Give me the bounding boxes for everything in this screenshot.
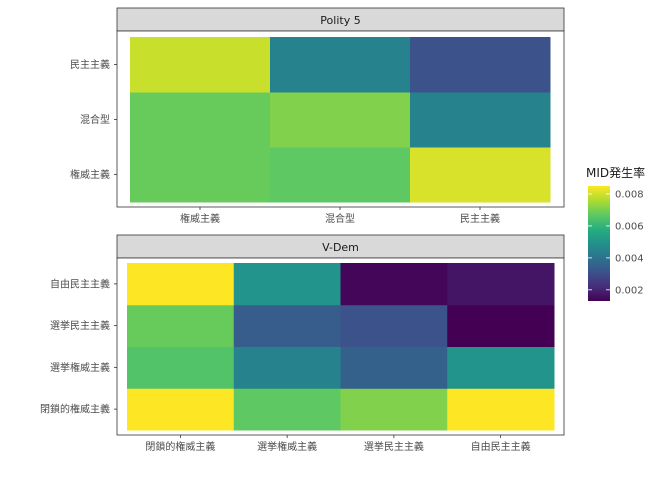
legend-tick-label: 0.006 [615,221,644,232]
cells-polity5 [130,37,551,203]
legend-tick-label: 0.008 [615,189,644,200]
y-tick-label: 自由民主主義 [50,277,110,290]
heatmap-cell [340,263,448,306]
heatmap-cell [233,346,341,389]
x-tick-label: 選挙民主主義 [364,440,424,453]
heatmap-cell [233,263,341,306]
heatmap-cell [410,92,551,148]
y-tick-label: 閉鎖的権威主義 [40,403,110,416]
legend-title: MID発生率 [586,165,645,180]
panel-vdem: V-Dem 閉鎖的権威主義 選挙権威主義 選挙民主主義 自由民主主義 閉鎖的権威主義選… [40,234,565,453]
heatmap-cell [447,346,555,389]
y-tick-label: 民主主義 [70,58,110,71]
x-tick-label: 選挙権威主義 [257,440,317,453]
legend-ticks: 0.002 0.004 0.006 0.008 [588,189,644,296]
heatmap-cell [340,304,448,347]
x-tick-label: 権威主義 [180,212,220,225]
heatmap-cell [233,388,341,431]
x-axis-polity5: 権威主義 混合型 民主主義 [180,207,500,225]
x-tick-label: 自由民主主義 [471,440,531,453]
heatmap-cell [130,147,271,203]
heatmap-cell [340,388,448,431]
strip-title-vdem: V-Dem [322,241,359,254]
x-axis-vdem: 閉鎖的権威主義 選挙権威主義 選挙民主主義 自由民主主義 [145,435,531,453]
heatmap-cell [130,92,271,148]
heatmap-cell [130,37,271,93]
heatmap-cell [127,263,235,306]
heatmap-cell [127,346,235,389]
heatmap-cell [270,92,411,148]
y-axis-polity5: 権威主義 混合型 民主主義 [70,58,117,181]
legend-colorbar [588,186,610,301]
x-tick-label: 民主主義 [460,212,500,225]
heatmap-cell [233,304,341,347]
legend: MID発生率 0.002 0.004 0.006 0.008 [586,165,645,301]
y-tick-label: 選挙民主主義 [50,319,110,332]
heatmap-cell [410,37,551,93]
heatmap-cell [447,304,555,347]
x-tick-label: 混合型 [325,212,355,225]
y-tick-label: 選挙権威主義 [50,361,110,374]
cells-vdem [127,263,555,431]
y-tick-label: 混合型 [80,113,110,126]
heatmap-cell [270,37,411,93]
legend-tick-label: 0.004 [615,253,644,264]
heatmap-cell [410,147,551,203]
strip-title-polity5: Polity 5 [320,14,360,27]
heatmap-cell [447,388,555,431]
heatmap-cell [340,346,448,389]
heatmap-cell [127,304,235,347]
y-tick-label: 権威主義 [70,168,110,181]
heatmap-cell [447,263,555,306]
heatmap-cell [270,147,411,203]
heatmap-cell [127,388,235,431]
legend-tick-label: 0.002 [615,285,644,296]
x-tick-label: 閉鎖的権威主義 [145,440,215,453]
